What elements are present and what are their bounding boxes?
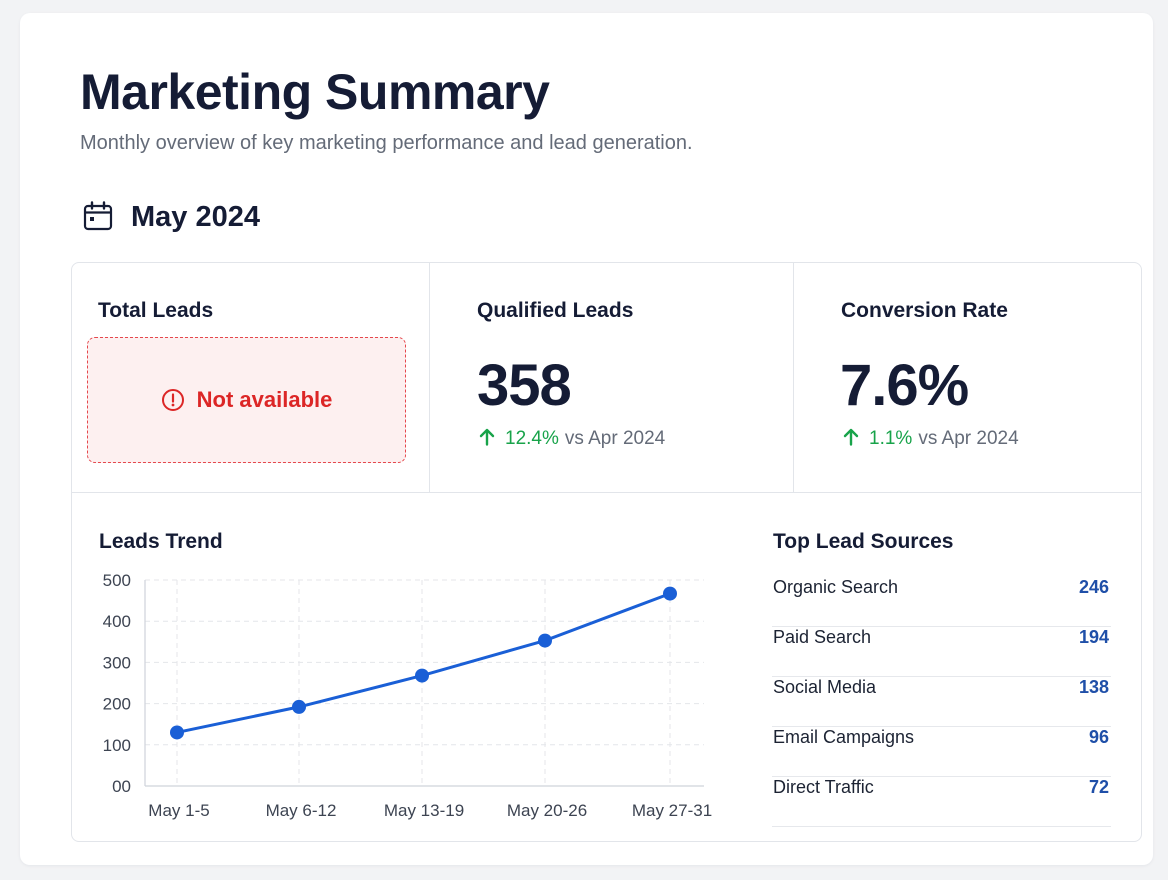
calendar-icon: [83, 201, 113, 231]
y-tick-label: 200: [103, 695, 131, 714]
kpi-change: 1.1% vs Apr 2024: [843, 427, 1019, 451]
page-title: Marketing Summary: [80, 64, 550, 120]
source-name: Organic Search: [773, 577, 899, 597]
data-point: [415, 668, 429, 683]
source-name: Direct Traffic: [773, 777, 874, 797]
marketing-summary-card: Marketing Summary Monthly overview of ke…: [20, 13, 1153, 865]
y-tick-label: 300: [103, 653, 131, 672]
source-name: Social Media: [773, 677, 877, 697]
period-label: May 2024: [131, 201, 260, 233]
unavailable-text: Not available: [196, 387, 333, 412]
y-tick-label: 400: [103, 612, 131, 631]
data-point: [538, 633, 552, 648]
metrics-panel: Total Leads Not available Qualified Lead…: [71, 262, 1142, 842]
chart-title: Leads Trend: [99, 530, 223, 553]
kpi-change: 12.4% vs Apr 2024: [479, 427, 665, 451]
source-value: 72: [1088, 777, 1109, 797]
source-value: 138: [1078, 677, 1109, 697]
kpi-label: Total Leads: [98, 299, 214, 322]
kpi-change-percent: 1.1%: [869, 428, 913, 449]
data-point: [663, 586, 677, 601]
list-item: Email Campaigns 96: [772, 727, 1111, 777]
list-item: Organic Search 246: [772, 577, 1111, 627]
kpi-divider: [429, 263, 430, 492]
leads-trend-chart: 00 100 200 300 400 500 May 1-5 May 6-12 May 13-1…: [103, 571, 713, 820]
alert-circle-icon: [161, 389, 184, 411]
kpi-value: 358: [477, 353, 572, 418]
page-subtitle: Monthly overview of key marketing perfor…: [80, 132, 693, 154]
x-tick-label: May 20-26: [507, 801, 587, 820]
lead-sources-list: Organic Search 246 Paid Search 194 Socia…: [772, 577, 1111, 827]
data-point: [292, 699, 306, 714]
sources-title: Top Lead Sources: [773, 530, 954, 553]
x-tick-label: May 27-31: [632, 801, 712, 820]
kpi-value: 7.6%: [840, 353, 969, 418]
kpi-label: Conversion Rate: [841, 299, 1008, 322]
series-line: [175, 592, 672, 734]
list-item: Social Media 138: [772, 677, 1111, 727]
arrow-up-icon: [843, 428, 859, 446]
y-tick-label: 00: [112, 777, 131, 796]
source-name: Paid Search: [773, 627, 872, 647]
source-value: 96: [1088, 727, 1109, 747]
list-item: Direct Traffic 72: [772, 777, 1111, 827]
kpi-label: Qualified Leads: [477, 299, 634, 322]
section-divider: [72, 492, 1141, 493]
x-tick-label: May 1-5: [148, 801, 209, 820]
y-tick-label: 500: [103, 571, 131, 590]
x-tick-label: May 6-12: [266, 801, 337, 820]
unavailable-notice: Not available: [87, 337, 406, 463]
kpi-change-percent: 12.4%: [505, 428, 559, 449]
y-tick-label: 100: [103, 736, 131, 755]
kpi-divider: [793, 263, 794, 492]
arrow-up-icon: [479, 428, 495, 446]
kpi-compare: vs Apr 2024: [564, 428, 666, 449]
source-name: Email Campaigns: [773, 727, 915, 747]
data-point: [170, 725, 184, 740]
source-value: 194: [1078, 627, 1109, 647]
x-tick-label: May 13-19: [384, 801, 464, 820]
source-value: 246: [1078, 577, 1109, 597]
kpi-compare: vs Apr 2024: [918, 428, 1019, 449]
list-item: Paid Search 194: [772, 627, 1111, 677]
